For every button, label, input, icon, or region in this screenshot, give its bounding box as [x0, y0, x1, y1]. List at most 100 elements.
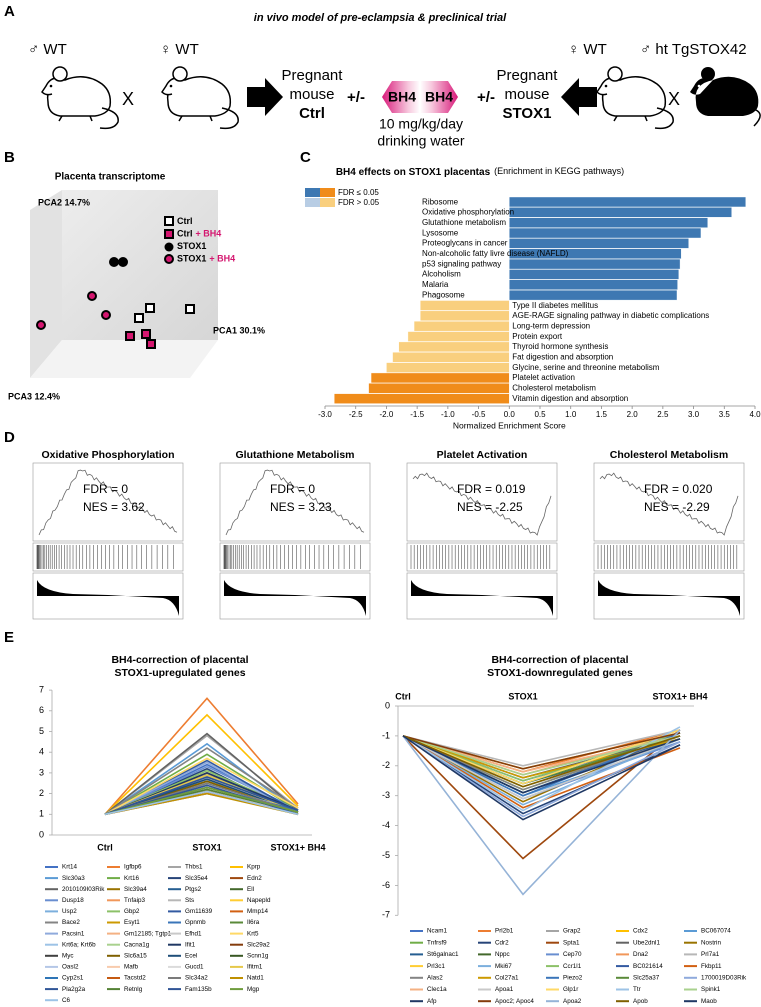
- bar: [509, 217, 708, 228]
- x-tick-label: 3.0: [688, 410, 700, 419]
- series-line: [402, 729, 681, 767]
- genotype: ♀ WT: [160, 41, 199, 58]
- x-axis-label: Normalized Enrichment Score: [453, 420, 566, 430]
- panel-label: B: [4, 149, 15, 166]
- bar: [398, 341, 510, 353]
- legend-swatch: [305, 188, 320, 197]
- enrichment-curve: [412, 472, 552, 536]
- legend-label: Tacstd2: [124, 975, 146, 982]
- legend-label: Apoa2: [563, 998, 582, 1005]
- legend-swatch: [320, 198, 335, 207]
- legend-label: Gm12185; Tgtp1: [124, 930, 172, 937]
- legend-name: Ctrl: [177, 229, 193, 239]
- title-main: BH4 effects on STOX1 placentas: [336, 167, 491, 178]
- y-tick-label: -4: [382, 820, 390, 830]
- legend-label: Mmp14: [247, 908, 268, 915]
- legend-label: Fkbp11: [701, 963, 722, 970]
- legend-label: Ccr1l1: [563, 963, 582, 970]
- bar: [370, 372, 510, 384]
- legend-label: Afp: [427, 998, 437, 1005]
- bar: [420, 300, 510, 311]
- legend-label: Bace2: [62, 919, 80, 926]
- mouse-icon: [41, 66, 119, 130]
- bar: [334, 393, 510, 404]
- legend-label: Slc34a2: [185, 975, 208, 982]
- group-label: Pregnant: [282, 67, 344, 84]
- x-tick-label: 0.5: [534, 410, 546, 419]
- x-tick-label: 2.5: [657, 410, 669, 419]
- arrow: [247, 78, 283, 116]
- legend-label: Retnlg: [124, 986, 143, 993]
- chart-title: STOX1-downregulated genes: [487, 667, 633, 679]
- bar: [509, 238, 689, 249]
- legend-label: Cdr2: [495, 939, 509, 946]
- dose-label: drinking water: [377, 133, 464, 149]
- series-line: [104, 786, 299, 816]
- legend-label: Apoc2; Apoc4: [495, 998, 534, 1005]
- bar-label: Alcoholism: [422, 270, 461, 279]
- legend-label: Prl3c1: [427, 963, 445, 970]
- bar-label: AGE-RAGE signaling pathway in diabetic c…: [512, 311, 709, 320]
- bar: [509, 196, 746, 208]
- series-line: [402, 735, 681, 788]
- group-label: Pregnant: [497, 67, 559, 84]
- legend-label: Slc30a3: [62, 875, 85, 882]
- series-line: [402, 735, 681, 818]
- bar-label: Platelet activation: [512, 373, 575, 382]
- legend-label: Ifit1: [185, 941, 196, 948]
- bar: [509, 269, 680, 280]
- legend-label: Usp2: [62, 908, 77, 915]
- x-tick-label: Ctrl: [97, 842, 113, 852]
- legend-label: Prl2b1: [495, 928, 514, 935]
- series-line: [104, 713, 299, 815]
- panel-label: E: [4, 629, 14, 646]
- stat-label: NES = -2.29: [644, 500, 710, 514]
- legend-label: Nppc: [495, 951, 510, 958]
- x-tick-label: STOX1: [192, 842, 221, 852]
- legend-label: Pla2g2a: [62, 986, 86, 993]
- legend-name: Ctrl: [177, 216, 193, 226]
- series-line: [402, 726, 681, 812]
- x-tick-label: 1.0: [565, 410, 577, 419]
- y-tick-label: 3: [39, 767, 44, 777]
- mouse-icon: [596, 66, 674, 130]
- legend-label: Fam135b: [185, 986, 212, 993]
- legend-label: Mki67: [495, 963, 512, 970]
- series-line: [402, 729, 681, 896]
- plot-title: Glutathione Metabolism: [235, 449, 354, 461]
- series-line: [402, 729, 681, 860]
- bar-label: Cholesterol metabolism: [512, 384, 596, 393]
- legend-label: Ifitm1: [247, 964, 263, 971]
- treatment-sign: +/-: [347, 89, 365, 106]
- bar: [413, 321, 510, 332]
- x-tick-label: STOX1+ BH4: [270, 842, 325, 852]
- legend-label: Apob: [633, 998, 648, 1005]
- legend-label: Gm11639: [185, 908, 213, 915]
- group-label: STOX1: [503, 105, 552, 122]
- legend-label: Slc29a2: [247, 941, 270, 948]
- stat-label: NES = 3.23: [270, 500, 332, 514]
- bar-label: Proteoglycans in cancer: [422, 239, 508, 248]
- x-tick-label: -2.0: [380, 410, 394, 419]
- legend-swatch: [305, 198, 320, 207]
- group-label: mouse: [289, 86, 334, 103]
- panel-label: D: [4, 429, 15, 446]
- hits-frame: [406, 542, 558, 572]
- y-tick-label: -2: [382, 760, 390, 770]
- legend-label: Thbs1: [185, 864, 203, 871]
- legend-label: BC067074: [701, 928, 731, 935]
- bar: [509, 289, 678, 301]
- panel-title: Placenta transcriptome: [55, 172, 166, 183]
- plot-title: Cholesterol Metabolism: [610, 449, 728, 461]
- legend-label: Maob: [701, 998, 717, 1005]
- group-label: mouse: [504, 86, 549, 103]
- enrichment-curve: [599, 472, 739, 536]
- legend-label: Ctrl: [177, 216, 193, 226]
- x-tick-label: 0.0: [504, 410, 516, 419]
- x-tick-label: -1.5: [410, 410, 424, 419]
- x-tick-label: 2.0: [627, 410, 639, 419]
- bar-label: Non-alcoholic fatty livre disease (NAFLD…: [422, 249, 569, 258]
- hits-frame: [219, 542, 371, 572]
- legend-label: Gbp2: [124, 908, 140, 915]
- plot-title: Oxidative Phosphorylation: [41, 449, 174, 461]
